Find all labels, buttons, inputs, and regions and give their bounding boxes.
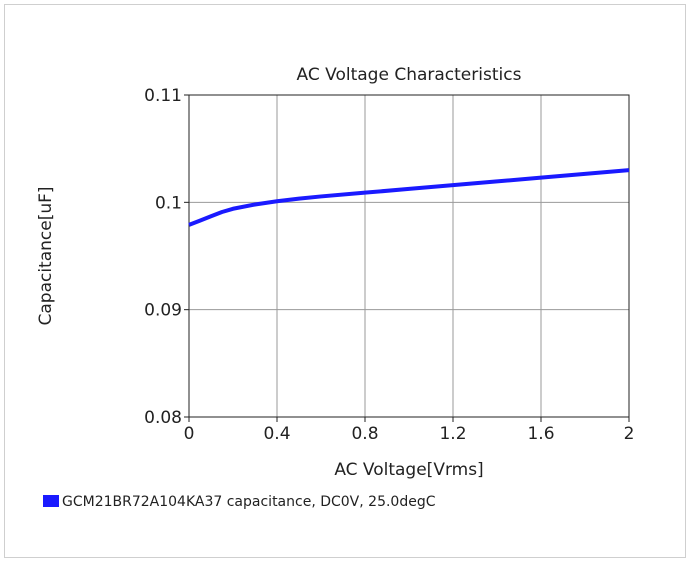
x-tick-label: 0 (184, 424, 195, 444)
x-tick-label: 1.2 (439, 424, 466, 444)
grid-lines (189, 95, 629, 417)
x-axis-label: AC Voltage[Vrms] (334, 460, 483, 480)
legend-label: GCM21BR72A104KA37 capacitance, DC0V, 25.… (62, 494, 436, 510)
y-tick-label: 0.08 (144, 408, 182, 428)
x-tick-label: 0.4 (263, 424, 290, 444)
ac-voltage-chart: AC Voltage Characteristics 0 0.4 0.8 1.2 1.6… (36, 65, 635, 510)
y-tick-label: 0.1 (155, 193, 182, 213)
plot-area-border (188, 94, 630, 418)
chart-title: AC Voltage Characteristics (297, 65, 522, 85)
y-axis-ticks: 0.08 0.09 0.1 0.11 (144, 86, 189, 428)
x-tick-label: 1.6 (527, 424, 554, 444)
legend: GCM21BR72A104KA37 capacitance, DC0V, 25.… (43, 494, 436, 510)
x-axis-ticks: 0 0.4 0.8 1.2 1.6 2 (184, 417, 635, 444)
series-line-0 (188, 168, 630, 227)
y-tick-label: 0.11 (144, 86, 182, 106)
x-tick-label: 2 (624, 424, 635, 444)
x-tick-label: 0.8 (351, 424, 378, 444)
chart-frame: AC Voltage Characteristics 0 0.4 0.8 1.2 1.6… (4, 4, 686, 558)
series-layer (188, 168, 630, 227)
legend-swatch (43, 495, 59, 507)
y-tick-label: 0.09 (144, 301, 182, 321)
y-axis-label: Capacitance[uF] (36, 186, 56, 325)
